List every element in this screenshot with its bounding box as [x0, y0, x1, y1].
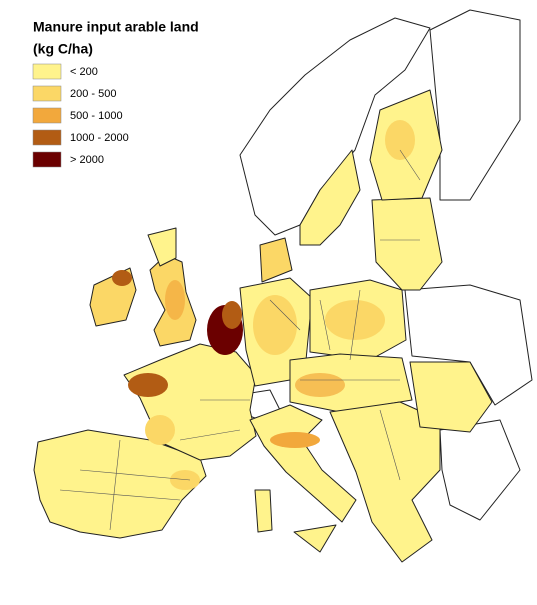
region [249, 404, 357, 523]
legend-label: > 2000 [70, 154, 104, 166]
map-title: Manure input arable land [33, 19, 199, 35]
legend-label: 200 - 500 [70, 88, 116, 100]
region [299, 149, 361, 246]
map-unit: (kg C/ha) [33, 41, 93, 57]
legend-swatch [32, 151, 62, 168]
region [239, 17, 431, 236]
hotspot [222, 301, 242, 329]
region [293, 524, 337, 553]
hotspot [295, 373, 345, 397]
hotspot [128, 373, 168, 397]
region [259, 237, 293, 283]
hotspot [325, 300, 385, 340]
region [371, 197, 443, 291]
region [254, 489, 273, 533]
region [439, 419, 521, 521]
legend-label: 1000 - 2000 [70, 132, 129, 144]
legend-swatch [32, 129, 62, 146]
legend-label: 500 - 1000 [70, 110, 123, 122]
region [404, 284, 533, 406]
region [409, 361, 493, 433]
hotspot [170, 470, 200, 490]
hotspot [145, 415, 175, 445]
europe-map [33, 9, 533, 563]
hotspot [253, 295, 297, 355]
legend: < 200 200 - 500 500 - 1000 1000 - 2000 > 200… [32, 63, 129, 168]
legend-swatch [32, 107, 62, 124]
hotspot [385, 120, 415, 160]
region [147, 227, 177, 267]
hotspot [270, 432, 320, 448]
region [289, 353, 413, 413]
region [429, 9, 521, 201]
legend-swatch [32, 85, 62, 102]
hotspot [112, 270, 132, 286]
hotspot [165, 280, 185, 320]
borders [59, 149, 421, 531]
legend-label: < 200 [70, 66, 98, 78]
legend-swatch [32, 63, 62, 80]
